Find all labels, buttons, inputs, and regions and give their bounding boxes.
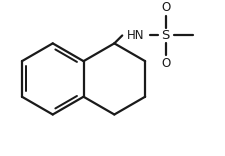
Text: O: O xyxy=(160,57,170,70)
Text: S: S xyxy=(161,29,169,42)
Text: O: O xyxy=(160,1,170,14)
Text: HN: HN xyxy=(127,29,144,42)
